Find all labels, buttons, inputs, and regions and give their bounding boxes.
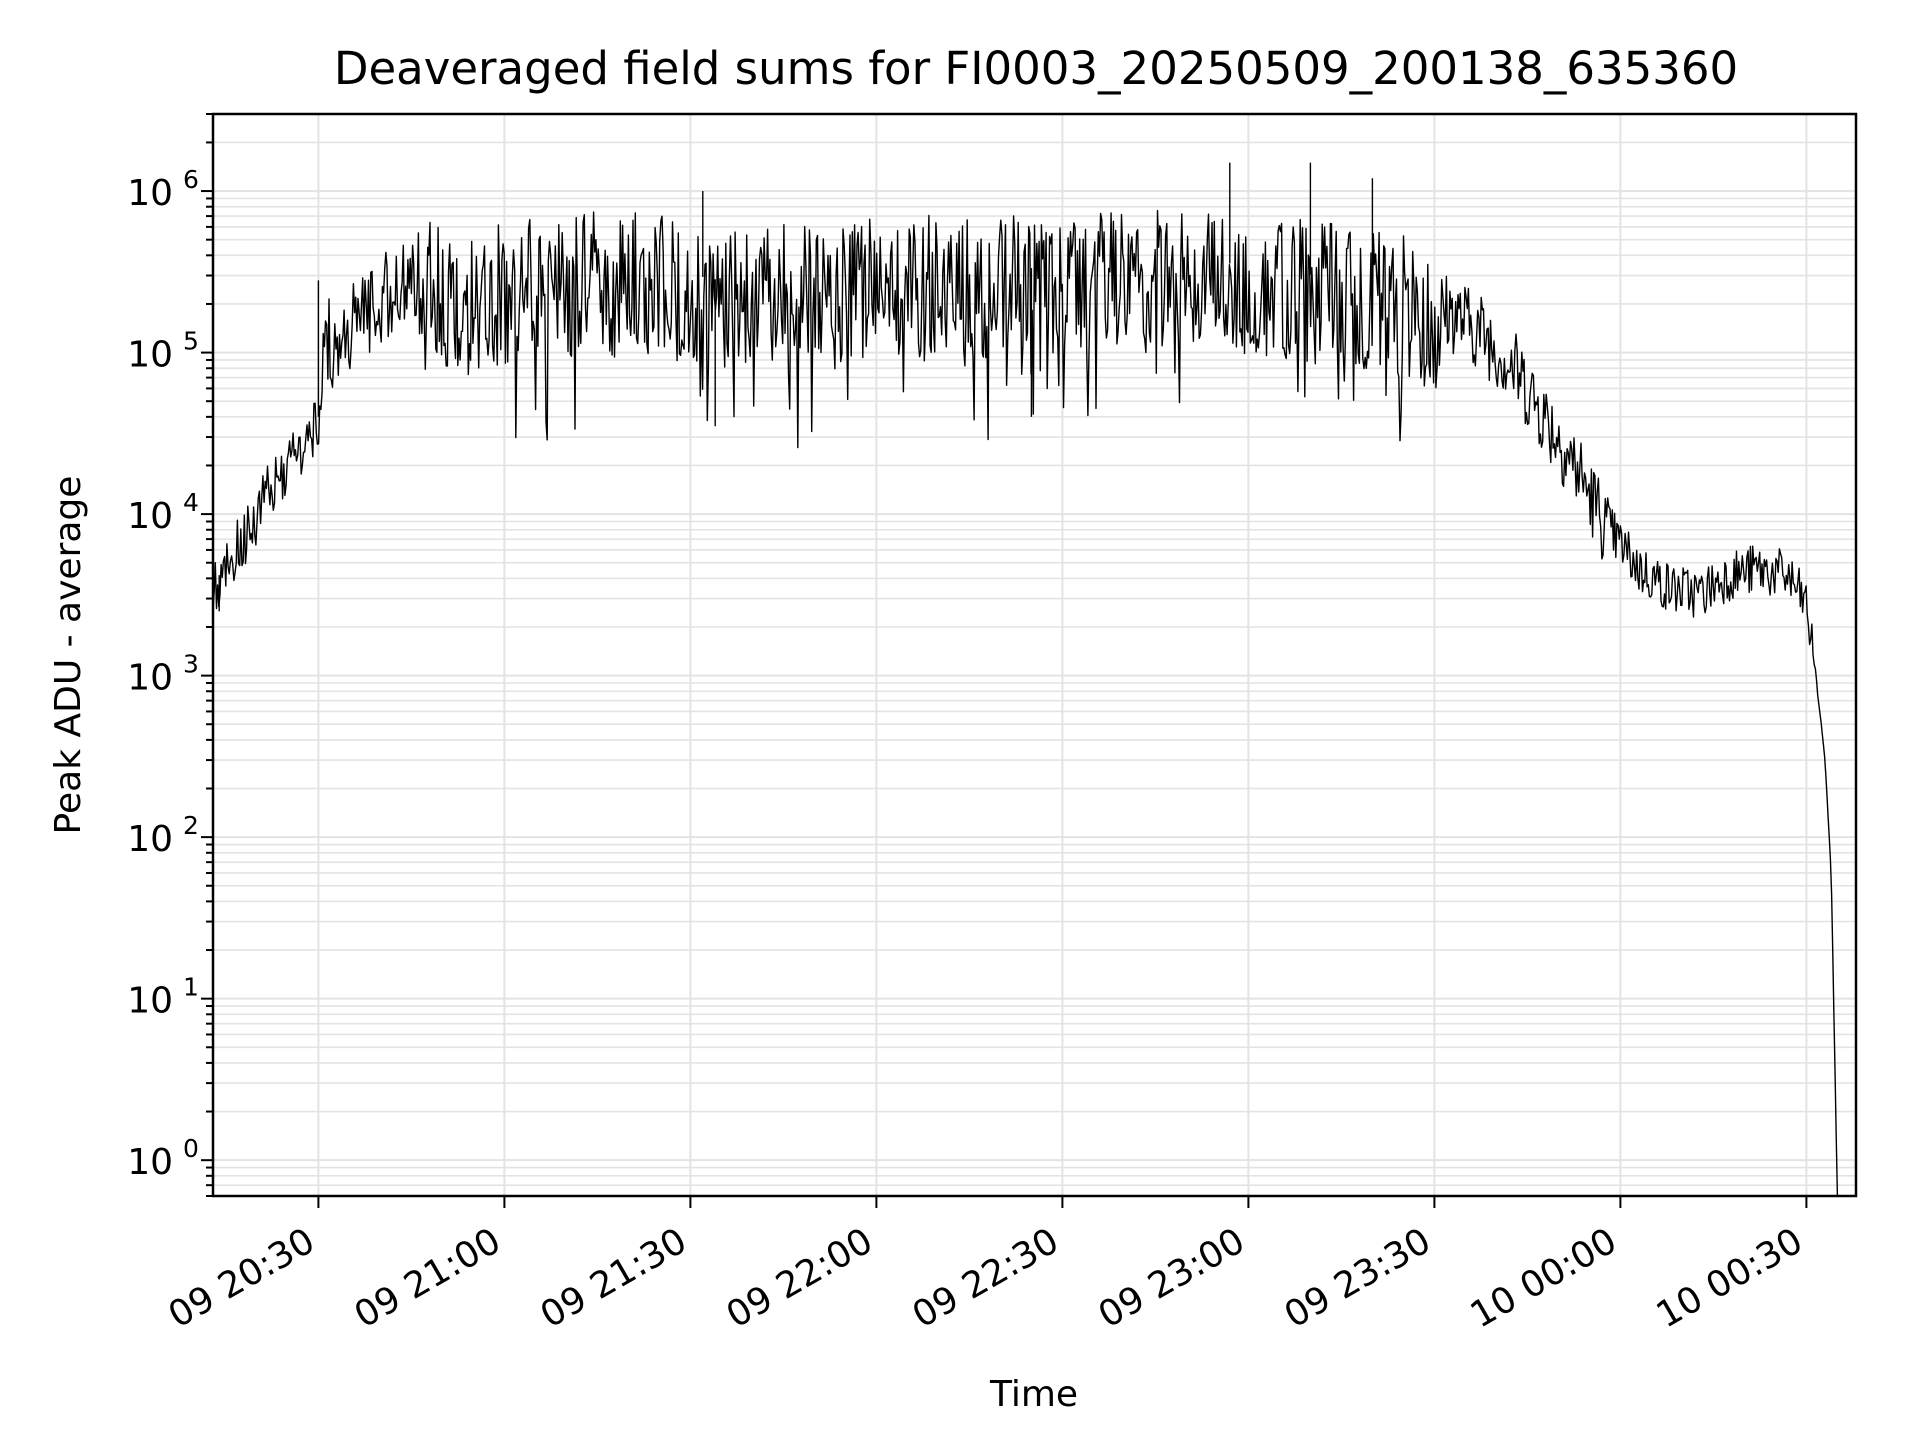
chart-title: Deaveraged field sums for FI0003_2025050…: [334, 42, 1738, 95]
y-tick-exponent: 1: [183, 973, 199, 1002]
y-tick-label: 10: [127, 981, 173, 1022]
series-layer: [212, 162, 1839, 1197]
y-tick-exponent: 3: [183, 650, 199, 679]
series-line: [212, 209, 1839, 1197]
y-tick-exponent: 4: [183, 488, 199, 517]
y-tick-exponent: 5: [183, 327, 199, 356]
y-tick-label: 10: [127, 819, 173, 860]
plot-frame: [211, 112, 1858, 1198]
y-tick-label: 10: [127, 496, 173, 537]
y-tick-label: 10: [127, 1142, 173, 1183]
x-axis-label: Time: [989, 1374, 1078, 1415]
y-tick-exponent: 6: [183, 165, 199, 194]
y-tick-label: 10: [127, 658, 173, 699]
grid-lines: [213, 113, 1856, 1197]
y-tick-exponent: 2: [183, 811, 199, 840]
y-axis-label: Peak ADU - average: [48, 476, 89, 835]
y-tick-label: 10: [127, 335, 173, 376]
y-tick-label: 10: [127, 173, 173, 214]
y-tick-exponent: 0: [183, 1134, 199, 1163]
